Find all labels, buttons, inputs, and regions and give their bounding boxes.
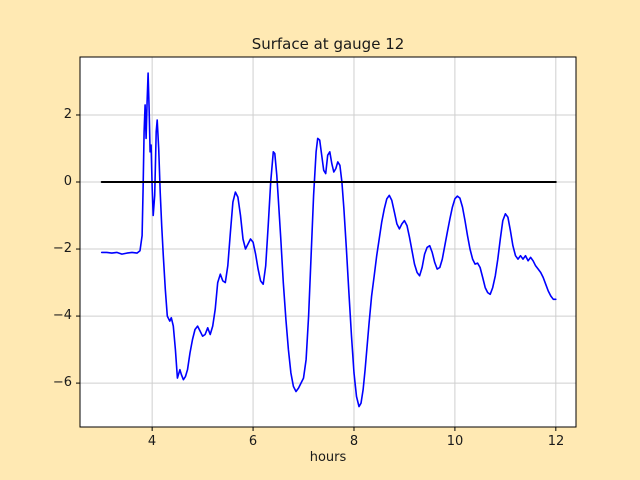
x-tick-label: 10 xyxy=(446,434,464,449)
surface-elevation-line xyxy=(100,72,557,408)
x-tick-label: 8 xyxy=(349,434,359,449)
y-tick-label: 2 xyxy=(63,107,72,122)
x-tick-label: 6 xyxy=(248,434,258,449)
plot-border xyxy=(79,56,577,428)
x-axis-label: hours xyxy=(309,450,347,465)
x-tick-label: 12 xyxy=(547,434,565,449)
y-tick-label: −4 xyxy=(52,308,72,323)
y-tick-label: −6 xyxy=(52,375,72,390)
y-tick-label: −2 xyxy=(52,241,72,256)
plot-area xyxy=(80,57,576,427)
chart-title: Surface at gauge 12 xyxy=(251,35,405,53)
x-tick-label: 4 xyxy=(147,434,157,449)
y-tick-label: 0 xyxy=(63,174,72,189)
